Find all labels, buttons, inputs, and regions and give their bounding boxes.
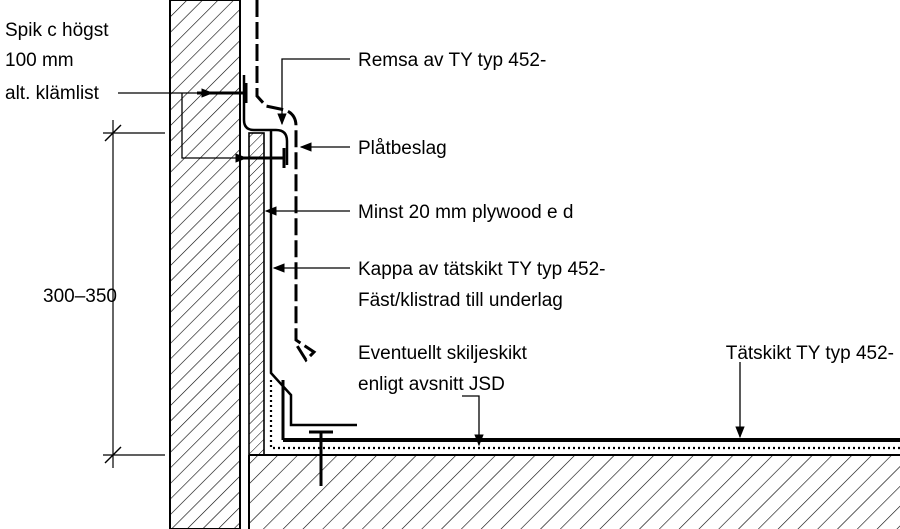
membrane-flashing-kappa [269,130,357,427]
leader-skiljeskikt [462,395,484,447]
membrane-strip-remsa [242,75,289,165]
label-spik-line3: alt. klämlist [5,83,100,104]
label-kappa-line2: Fäst/klistrad till underlag [358,290,563,311]
roof-slab [248,454,900,529]
waterproofing-membrane [281,380,900,442]
metal-flashing [255,0,317,363]
label-tatskikt: Tätskikt TY typ 452- [726,343,894,364]
label-platbeslag: Plåtbeslag [358,138,447,159]
label-plywood: Minst 20 mm plywood e d [358,202,573,223]
label-remsa: Remsa av TY typ 452- [358,50,546,71]
leader-spik [118,88,248,163]
leader-remsa [277,58,350,126]
plywood-board [248,132,265,456]
nail-lower [240,148,286,168]
label-spik-line1: Spik c högst [5,20,109,41]
label-spik-line2: 100 mm [5,50,74,71]
nail-roof [309,430,333,486]
dimension-line [103,120,165,468]
label-dimension: 300–350 [43,286,117,307]
label-kappa-line1: Kappa av tätskikt TY typ 452- [358,259,606,280]
masonry-wall [169,0,241,529]
label-skiljeskikt-line1: Eventuellt skiljeskikt [358,343,528,364]
label-skiljeskikt-line2: enligt avsnitt JSD [358,374,505,395]
